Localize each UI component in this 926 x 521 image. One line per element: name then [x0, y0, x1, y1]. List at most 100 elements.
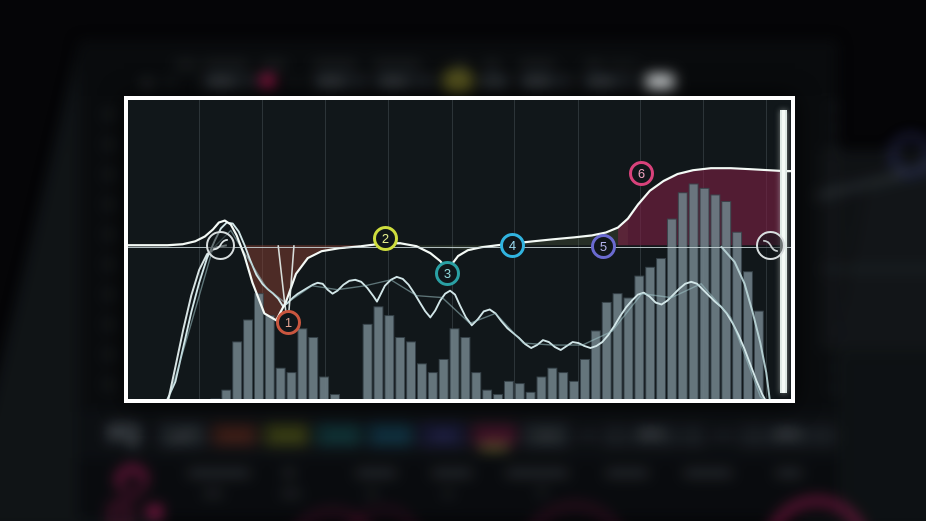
spectrum-analyzer-curve	[166, 221, 766, 399]
spectrum-bar	[743, 271, 753, 399]
band-marker-6[interactable]: 6	[629, 161, 654, 186]
background-toggle-on[interactable]	[646, 74, 674, 91]
band-button-4[interactable]	[368, 424, 412, 446]
spectrum-bar	[362, 323, 373, 399]
spectrum-bar	[580, 358, 590, 399]
knob-label-release	[684, 470, 732, 476]
spectrum-bar	[471, 372, 482, 399]
band-button-2[interactable]	[264, 424, 308, 446]
knob-value-2	[282, 491, 300, 496]
band-button-6[interactable]	[472, 424, 516, 446]
spectrum-bars	[210, 183, 764, 399]
band-marker-4[interactable]: 4	[500, 233, 525, 258]
topbar-label-slope	[262, 62, 286, 68]
power-knob[interactable]	[118, 468, 146, 496]
spectrum-bar	[612, 293, 623, 399]
highpass-handle[interactable]	[206, 231, 235, 260]
spectrum-bar	[286, 372, 297, 399]
spectrum-bar	[297, 328, 308, 399]
spectrum-bar	[416, 363, 427, 399]
topbar-label-stereo	[520, 62, 554, 68]
band-marker-3[interactable]: 3	[435, 261, 460, 286]
topbar-label-preset	[608, 62, 638, 68]
lowpass-handle[interactable]	[756, 231, 785, 260]
spectrum-bar	[308, 337, 319, 399]
knob-value-1	[204, 491, 222, 496]
spectrum-bar	[558, 372, 569, 399]
spectrum-bar	[438, 358, 449, 399]
brand-logo: FQ	[108, 420, 141, 448]
spectrum-bar	[449, 328, 460, 399]
bottombar-button-6[interactable]	[814, 426, 836, 446]
background-q-badge[interactable]	[446, 72, 470, 92]
background-gain-badge[interactable]	[480, 75, 508, 90]
background-dropdown-shape[interactable]	[374, 75, 436, 90]
spectrum-bar	[384, 315, 395, 399]
background-db-scale	[100, 104, 122, 404]
gridline-v-50	[199, 100, 200, 399]
band-marker-2[interactable]: 2	[373, 226, 398, 251]
spectrum-bar	[601, 301, 612, 399]
background-dropdown-stereo[interactable]	[518, 75, 572, 90]
band-button-1[interactable]	[212, 424, 256, 446]
band1-cut-fill	[244, 245, 376, 321]
spectrum-bar	[427, 372, 438, 399]
curve-shape-button[interactable]	[160, 424, 204, 446]
spectrum-bar	[656, 258, 666, 399]
knob-label-q	[284, 470, 294, 476]
spectrum-bar	[645, 266, 656, 399]
band-button-3[interactable]	[316, 424, 360, 446]
band-marker-1[interactable]: 1	[276, 310, 301, 335]
bottombar-button-1[interactable]	[604, 426, 628, 446]
bottombar-button-3[interactable]	[682, 426, 704, 446]
spectrum-bar	[710, 194, 721, 399]
band-button-5[interactable]	[420, 424, 464, 446]
knob-label-mix	[776, 470, 802, 476]
spectrum-bar	[406, 341, 417, 399]
zero-db-line	[128, 247, 791, 248]
background-band-marker-ghost[interactable]	[891, 135, 926, 175]
bottombar-button-2[interactable]	[632, 426, 678, 446]
add-band-button[interactable]	[524, 424, 568, 446]
eq-plot[interactable]: 1 2 3 4 5 6	[128, 100, 791, 399]
band2-boost-fill	[375, 218, 628, 251]
spectrum-bar	[275, 367, 286, 399]
topbar-label-bands	[314, 62, 356, 68]
lowpass-slope-curve	[720, 245, 771, 399]
small-toggle[interactable]	[110, 503, 130, 521]
background-dropdown-bands[interactable]	[312, 75, 368, 90]
bottombar-button-5[interactable]	[768, 426, 812, 446]
spectrum-bar	[732, 231, 743, 399]
band-marker-5[interactable]: 5	[591, 234, 616, 259]
background-dropdown-eq[interactable]	[582, 75, 636, 90]
gridline-v-1k	[452, 100, 453, 399]
background-menu-icon[interactable]	[164, 81, 176, 85]
spectrum-bar	[634, 275, 645, 399]
spectrum-bar	[482, 389, 493, 399]
spectrum-bar	[623, 297, 634, 399]
eq-display-focus-region[interactable]: 1 2 3 4 5 6	[124, 96, 795, 403]
topbar-label-freq	[176, 62, 196, 68]
spectrum-bar	[536, 376, 547, 399]
spectrum-bar	[688, 183, 699, 399]
spectrum-bar	[221, 389, 232, 399]
spectrum-bar	[232, 341, 243, 399]
curve-icon	[169, 431, 197, 441]
topbar-label-q	[456, 62, 466, 68]
background-arrow-icon[interactable]	[292, 80, 298, 86]
spectrum-bar	[373, 306, 384, 399]
spectrum-peak-hold-curve	[168, 229, 765, 399]
background-secondary-graph	[820, 150, 926, 350]
gridline-v-10k	[640, 100, 641, 399]
knob-label-attack	[606, 470, 648, 476]
bottombar-button-4[interactable]	[740, 426, 766, 446]
spectrum-bar	[460, 337, 471, 399]
background-dropdown-bottom[interactable]	[202, 75, 258, 90]
spectrum-bar	[243, 319, 253, 399]
topbar-label-shape	[374, 62, 420, 68]
spectrum-bar	[395, 337, 406, 399]
knob-value-5	[538, 489, 546, 494]
background-slope-dot[interactable]	[262, 76, 273, 87]
spectrum-bar	[514, 383, 525, 399]
spectrum-bar	[666, 218, 677, 399]
